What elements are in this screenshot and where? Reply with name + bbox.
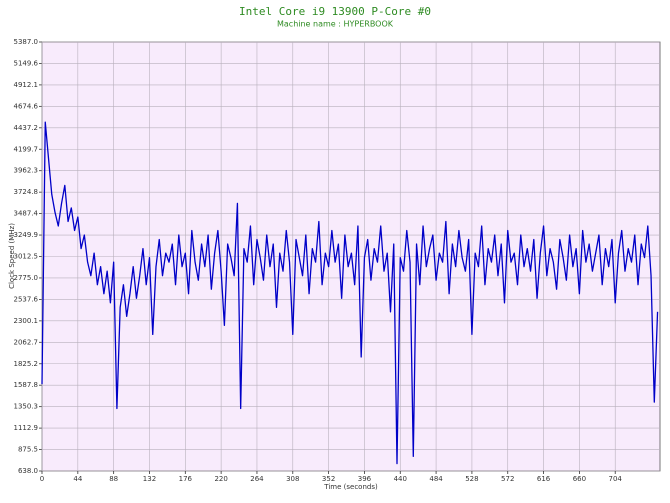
y-tick-label: 3724.8 <box>14 188 39 196</box>
x-tick-label: 88 <box>109 475 118 483</box>
x-tick-label: 220 <box>214 475 227 483</box>
y-tick-label: 4674.6 <box>14 102 39 110</box>
y-tick-label: 5387.0 <box>14 38 39 46</box>
y-tick-label: 4912.1 <box>14 81 39 89</box>
y-tick-label: 638.0 <box>18 467 38 475</box>
y-axis-label: Clock Speed (MHz) <box>8 223 16 289</box>
x-tick-label: 132 <box>143 475 156 483</box>
x-tick-label: 396 <box>358 475 372 483</box>
x-tick-label: 572 <box>501 475 514 483</box>
y-tick-label: 2537.6 <box>14 295 39 303</box>
y-tick-label: 2775.0 <box>14 274 39 282</box>
chart-subtitle: Machine name : HYPERBOOK <box>277 20 394 29</box>
x-tick-label: 704 <box>609 475 623 483</box>
y-tick-label: 875.5 <box>18 446 38 454</box>
x-tick-label: 440 <box>394 475 407 483</box>
x-tick-label: 44 <box>73 475 82 483</box>
y-tick-label: 3012.5 <box>14 253 39 261</box>
x-tick-label: 0 <box>40 475 44 483</box>
x-tick-label: 308 <box>286 475 299 483</box>
x-tick-label: 352 <box>322 475 335 483</box>
y-tick-label: 1112.9 <box>14 424 39 432</box>
y-tick-label: 1350.3 <box>14 403 39 411</box>
x-tick-label: 660 <box>573 475 586 483</box>
y-tick-label: 3249.9 <box>14 231 39 239</box>
x-tick-label: 264 <box>250 475 264 483</box>
x-tick-label: 528 <box>465 475 478 483</box>
chart-title: Intel Core i9 13900 P-Core #0 <box>239 5 431 18</box>
y-tick-label: 3487.4 <box>14 210 39 218</box>
x-tick-label: 484 <box>429 475 443 483</box>
y-tick-label: 2300.1 <box>14 317 39 325</box>
y-tick-label: 2062.7 <box>14 338 39 346</box>
data-line <box>41 121 659 465</box>
x-axis-label: Time (seconds) <box>323 483 378 491</box>
x-tick-label: 176 <box>179 475 193 483</box>
y-tick-label: 1587.8 <box>14 381 39 389</box>
y-tick-label: 5149.6 <box>14 59 39 67</box>
y-tick-label: 4199.7 <box>14 145 39 153</box>
x-tick-label: 616 <box>537 475 551 483</box>
y-tick-label: 4437.2 <box>14 124 39 132</box>
y-tick-label: 1825.2 <box>14 360 39 368</box>
y-tick-label: 3962.3 <box>14 167 39 175</box>
